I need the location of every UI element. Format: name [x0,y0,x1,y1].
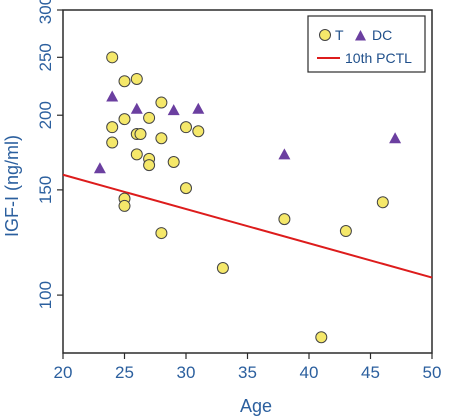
pctl-10th-line [62,173,433,279]
y-tick-label: 150 [36,176,55,204]
point-t [130,148,143,161]
point-t [155,96,168,109]
legend-box [307,15,426,73]
y-tick-label: 300 [36,0,55,24]
x-axis-label: Age [240,396,272,416]
legend: T DC 10th PCTL [307,15,426,73]
x-tick-label: 20 [54,363,73,382]
point-t [143,159,156,172]
x-tick-label: 30 [177,363,196,382]
point-t [180,121,192,134]
legend-triangle-icon [355,30,366,41]
x-tick-label: 25 [115,363,134,382]
point-t [106,136,119,149]
point-t [106,51,119,64]
point-t [216,262,229,275]
y-tick-label: 250 [36,43,55,71]
point-dc [167,104,180,116]
point-t [134,128,147,141]
point-t [118,113,131,126]
point-dc [93,162,106,174]
x-tick-label: 35 [238,363,257,382]
point-t [180,182,192,195]
point-t [155,132,168,145]
y-axis-label: IGF-I (ng/ml) [2,135,22,237]
data-marks [62,51,433,344]
legend-label-10th-pctl: 10th PCTL [345,50,412,66]
legend-circle-icon [319,29,331,41]
point-dc [192,102,205,114]
point-dc [389,132,402,144]
point-t [118,199,131,212]
axis-ticks: 20 25 30 35 40 45 50 100 150 200 250 300 [36,0,441,382]
x-tick-label: 40 [300,363,319,382]
legend-label-dc: DC [372,27,392,43]
point-t [339,225,352,238]
point-dc [106,90,119,102]
y-tick-label: 100 [36,281,55,309]
legend-label-t: T [335,27,344,43]
point-t [278,213,291,226]
point-t [315,331,328,344]
point-t [376,196,389,209]
point-t [192,125,205,138]
point-t [167,156,180,169]
point-t [118,75,131,88]
point-t [130,72,143,85]
point-dc [278,148,291,160]
point-t [106,121,119,134]
point-dc [130,102,143,114]
point-t [155,227,168,240]
point-t [143,111,156,124]
x-tick-label: 50 [423,363,442,382]
y-tick-label: 200 [36,101,55,129]
x-tick-label: 45 [361,363,380,382]
